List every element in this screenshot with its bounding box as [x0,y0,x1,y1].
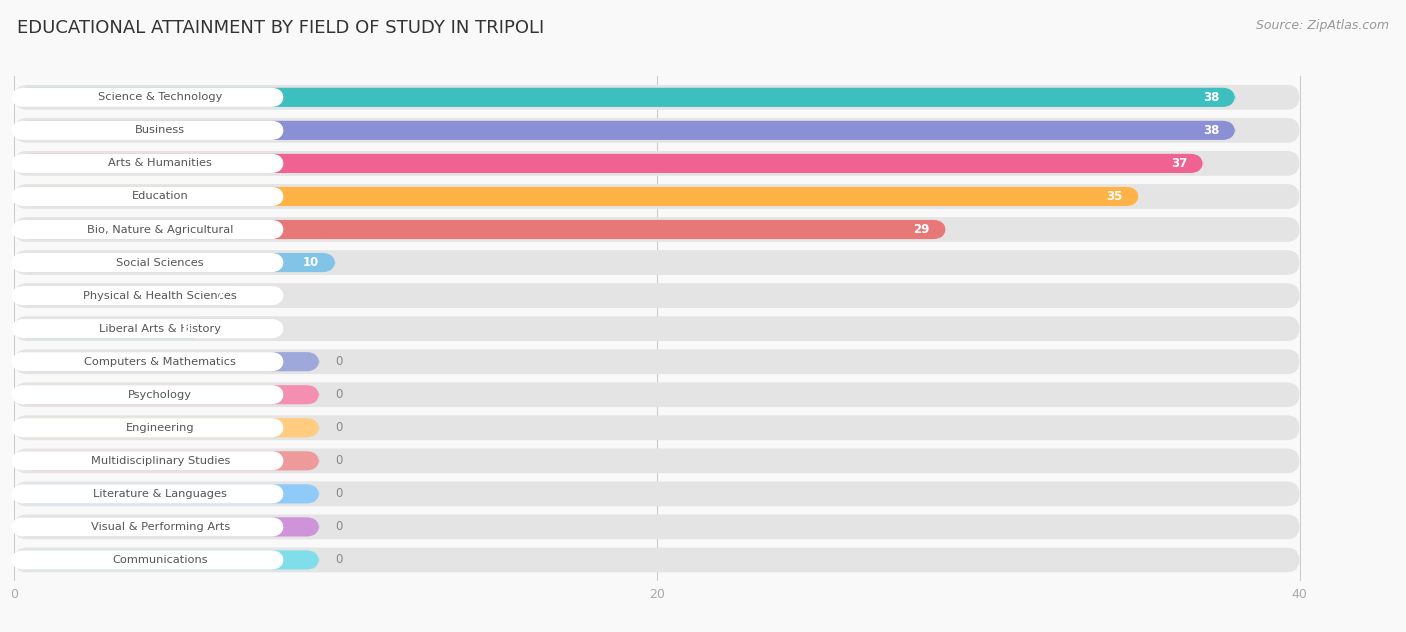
FancyBboxPatch shape [11,418,284,437]
FancyBboxPatch shape [11,286,284,305]
FancyBboxPatch shape [14,184,1299,209]
Text: 10: 10 [304,256,319,269]
FancyBboxPatch shape [11,451,284,470]
Text: 7: 7 [215,289,224,302]
FancyBboxPatch shape [14,547,1299,573]
FancyBboxPatch shape [11,319,284,338]
FancyBboxPatch shape [14,283,1299,308]
Text: Computers & Mathematics: Computers & Mathematics [84,356,236,367]
FancyBboxPatch shape [11,550,284,569]
FancyBboxPatch shape [14,550,319,569]
FancyBboxPatch shape [14,382,1299,407]
Text: Multidisciplinary Studies: Multidisciplinary Studies [90,456,231,466]
FancyBboxPatch shape [11,88,284,107]
Text: Visual & Performing Arts: Visual & Performing Arts [90,522,231,532]
FancyBboxPatch shape [14,316,1299,341]
Text: 35: 35 [1107,190,1123,203]
FancyBboxPatch shape [14,187,1139,206]
Text: Arts & Humanities: Arts & Humanities [108,159,212,168]
FancyBboxPatch shape [11,121,284,140]
FancyBboxPatch shape [14,352,319,371]
Text: 0: 0 [336,422,343,434]
Text: 38: 38 [1202,91,1219,104]
FancyBboxPatch shape [14,415,1299,440]
Text: Business: Business [135,125,186,135]
FancyBboxPatch shape [14,250,1299,275]
Text: 37: 37 [1171,157,1187,170]
FancyBboxPatch shape [14,151,1299,176]
Text: Source: ZipAtlas.com: Source: ZipAtlas.com [1256,19,1389,32]
FancyBboxPatch shape [11,385,284,404]
FancyBboxPatch shape [14,418,319,437]
FancyBboxPatch shape [11,154,284,173]
FancyBboxPatch shape [14,121,1236,140]
FancyBboxPatch shape [11,352,284,371]
FancyBboxPatch shape [14,85,1299,110]
FancyBboxPatch shape [14,518,319,537]
Text: 0: 0 [336,554,343,566]
Text: 38: 38 [1202,124,1219,137]
Text: EDUCATIONAL ATTAINMENT BY FIELD OF STUDY IN TRIPOLI: EDUCATIONAL ATTAINMENT BY FIELD OF STUDY… [17,19,544,37]
Text: 0: 0 [336,388,343,401]
FancyBboxPatch shape [14,449,1299,473]
Text: 0: 0 [336,355,343,368]
FancyBboxPatch shape [14,220,946,239]
FancyBboxPatch shape [14,514,1299,539]
FancyBboxPatch shape [11,187,284,206]
FancyBboxPatch shape [11,220,284,239]
Text: 0: 0 [336,454,343,467]
FancyBboxPatch shape [14,88,1236,107]
FancyBboxPatch shape [14,484,319,504]
Text: Social Sciences: Social Sciences [117,258,204,267]
Text: Bio, Nature & Agricultural: Bio, Nature & Agricultural [87,224,233,234]
Text: Communications: Communications [112,555,208,565]
FancyBboxPatch shape [14,385,319,404]
FancyBboxPatch shape [14,286,239,305]
Text: Education: Education [132,191,188,202]
FancyBboxPatch shape [14,217,1299,242]
FancyBboxPatch shape [14,482,1299,506]
FancyBboxPatch shape [14,253,336,272]
Text: Science & Technology: Science & Technology [98,92,222,102]
Text: 6: 6 [183,322,191,335]
FancyBboxPatch shape [11,518,284,537]
Text: 0: 0 [336,487,343,501]
FancyBboxPatch shape [14,349,1299,374]
Text: Physical & Health Sciences: Physical & Health Sciences [83,291,238,301]
Text: Literature & Languages: Literature & Languages [93,489,228,499]
FancyBboxPatch shape [14,451,319,470]
Text: 0: 0 [336,520,343,533]
FancyBboxPatch shape [11,253,284,272]
Text: Psychology: Psychology [128,390,193,399]
FancyBboxPatch shape [11,484,284,504]
FancyBboxPatch shape [14,118,1299,143]
Text: Engineering: Engineering [127,423,194,433]
Text: 29: 29 [914,223,929,236]
FancyBboxPatch shape [14,154,1204,173]
Text: Liberal Arts & History: Liberal Arts & History [100,324,221,334]
FancyBboxPatch shape [14,319,207,338]
